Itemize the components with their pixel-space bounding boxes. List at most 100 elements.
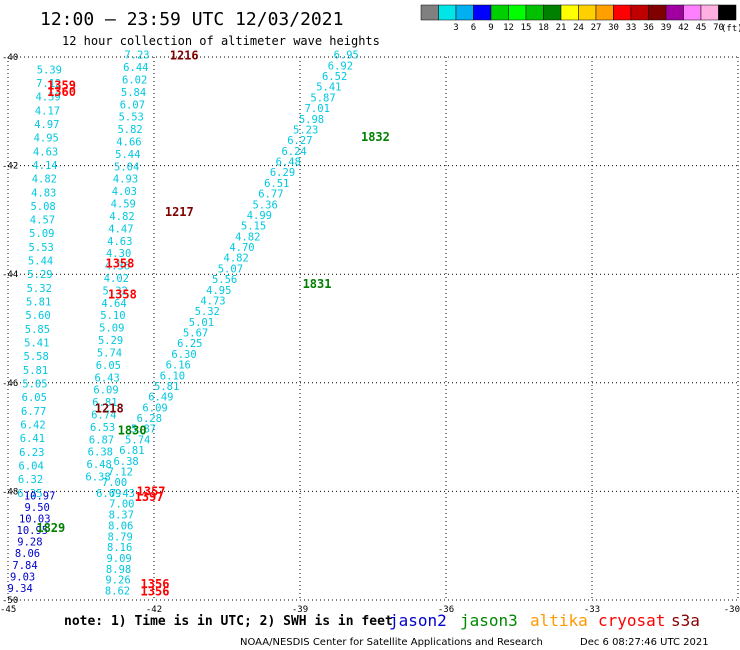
x-axis-ticks: -45 -42 -39 -36 -33 -30 — [0, 605, 740, 615]
wave-height-value: 5.85 — [25, 324, 50, 336]
x-tick-label: -33 — [584, 605, 600, 615]
wave-height-value: 6.04 — [19, 461, 44, 473]
wave-height-value: 4.97 — [34, 119, 59, 131]
pass-time-label: 1218 — [95, 402, 124, 416]
wave-height-value: 6.81 — [92, 397, 117, 409]
pass-time-label: 1360 — [47, 85, 76, 99]
satellite-label: jason3 — [460, 611, 518, 630]
pass-time-label: 1359 — [47, 79, 76, 93]
wave-height-value: 5.60 — [25, 310, 50, 322]
wave-height-value: 5.04 — [114, 161, 139, 173]
legend-label: 36 — [643, 23, 654, 33]
wave-height-value: 4.57 — [30, 215, 55, 227]
wave-height-value: 10.95 — [17, 525, 49, 537]
wave-height-value: 4.36 — [105, 261, 130, 273]
footer-note: note: 1) Time is in UTC; 2) SWH is in fe… — [64, 614, 393, 629]
wave-height-value: 6.77 — [258, 189, 283, 201]
chart-subtitle: 12 hour collection of altimeter wave hei… — [62, 34, 380, 48]
wave-height-value: 7.12 — [36, 78, 61, 90]
wave-height-value: 6.24 — [281, 146, 306, 158]
wave-height-value: 4.59 — [35, 92, 60, 104]
wave-height-value: 4.82 — [109, 211, 134, 223]
pass-time-label: 1216 — [170, 49, 199, 63]
wave-height-value: 4.14 — [32, 160, 57, 172]
legend-swatch — [613, 4, 632, 21]
x-tick-label: -30 — [724, 605, 740, 615]
wave-height-value: 4.63 — [107, 236, 132, 248]
legend-label: 39 — [661, 23, 672, 33]
legend-swatch — [508, 4, 527, 21]
legend-swatch — [595, 4, 614, 21]
legend-swatch — [543, 4, 562, 21]
wave-height-value: 5.29 — [27, 269, 52, 281]
pass-time-label: 1358 — [105, 257, 134, 271]
pass-time-label: 1356 — [141, 577, 170, 591]
wave-height-value: 7.00 — [109, 499, 134, 511]
wave-height-value: 5.01 — [189, 317, 214, 329]
wave-height-value: 5.56 — [212, 274, 237, 286]
legend-label: 45 — [696, 23, 707, 33]
wave-height-value: 8.16 — [107, 542, 132, 554]
wave-height-value: 6.38 — [113, 456, 138, 468]
satellite-label: cryosat — [598, 611, 665, 630]
wave-height-value: 4.02 — [104, 273, 129, 285]
pass-time-label: 1217 — [165, 205, 194, 219]
pass-time-label: 1830 — [118, 423, 147, 437]
legend-swatch — [438, 4, 457, 21]
wave-height-value: 6.09 — [93, 385, 118, 397]
wave-height-value: 6.44 — [123, 62, 148, 74]
wave-height-value: 5.53 — [29, 242, 54, 254]
credit-text: NOAA/NESDIS Center for Satellite Applica… — [240, 637, 543, 648]
wave-height-value: 9.03 — [10, 571, 35, 583]
wave-height-value: 6.69 — [96, 488, 121, 500]
y-tick-label: -42 — [2, 162, 18, 172]
wave-height-value: 8.79 — [108, 531, 133, 543]
legend-label: 9 — [488, 23, 493, 33]
wave-height-value: 6.05 — [22, 392, 47, 404]
chart-grid — [7, 56, 739, 601]
wave-height-value: 5.44 — [28, 256, 53, 268]
wave-height-value: 6.52 — [322, 71, 347, 83]
legend-label: 24 — [573, 23, 584, 33]
wave-height-value: 6.42 — [20, 420, 45, 432]
wave-height-value: 4.47 — [108, 223, 133, 235]
wave-height-value: 6.05 — [96, 360, 121, 372]
wave-height-value: 9.09 — [106, 553, 131, 565]
wave-height-value: 5.09 — [99, 323, 124, 335]
y-tick-label: -48 — [2, 487, 18, 497]
wave-height-value: 5.84 — [121, 87, 146, 99]
legend-swatch — [630, 4, 649, 21]
wave-height-value: 5.32 — [195, 306, 220, 318]
legend-label: 33 — [626, 23, 637, 33]
pass-time-label: 1358 — [108, 288, 137, 302]
wave-height-value: 5.74 — [125, 434, 150, 446]
wave-height-value: 4.82 — [32, 174, 57, 186]
chart-title: 12:00 – 23:59 UTC 12/03/2021 — [40, 9, 343, 30]
pass-time-label: 1831 — [303, 277, 332, 291]
wave-height-value: 6.48 — [87, 459, 112, 471]
wave-height-value: 5.81 — [23, 365, 48, 377]
pass-time-label: 1397 — [135, 490, 164, 504]
wave-height-value: 5.36 — [252, 199, 277, 211]
wave-height-value: 4.95 — [206, 285, 231, 297]
wave-height-value: 5.87 — [310, 92, 335, 104]
wave-height-value: 5.15 — [241, 221, 266, 233]
wave-height-value: 4.17 — [35, 105, 60, 117]
legend-swatch — [473, 4, 492, 21]
legend-swatch — [420, 4, 439, 21]
legend-label: 42 — [678, 23, 689, 33]
legend-swatch — [718, 4, 737, 21]
wave-height-value: 5.81 — [154, 381, 179, 393]
legend-label: 6 — [471, 23, 476, 33]
wave-height-value: 6.29 — [270, 167, 295, 179]
wave-height-value: 7.12 — [108, 466, 133, 478]
legend-swatch — [683, 4, 702, 21]
wave-height-value: 6.10 — [160, 370, 185, 382]
wave-height-value: 5.32 — [103, 285, 128, 297]
wave-height-value: 6.38 — [85, 472, 110, 484]
wave-height-value: 4.63 — [33, 146, 58, 158]
wave-height-value: 5.87 — [131, 424, 156, 436]
wave-height-value: 4.99 — [247, 210, 272, 222]
